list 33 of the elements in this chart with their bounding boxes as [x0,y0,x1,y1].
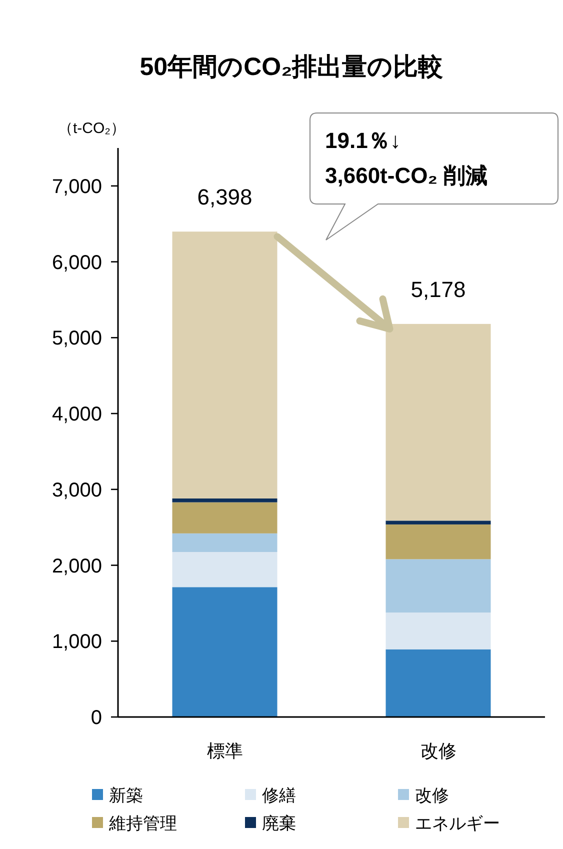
y-tick-label: 5,000 [52,328,102,350]
bar [386,649,491,717]
legend-label: 修繕 [262,786,296,805]
y-tick-label: 3,000 [52,479,102,502]
y-tick-label: 4,000 [52,404,102,426]
bar [386,324,491,521]
legend-label: 改修 [415,786,449,805]
total-label: 6,398 [197,184,252,210]
legend-label: 廃棄 [262,814,296,833]
y-tick-label: 6,000 [52,252,102,274]
y-axis-title: （t-CO₂） [58,120,126,137]
x-tick-label: 標準 [206,741,243,761]
total-label: 5,178 [410,276,466,302]
y-tick-label: 1,000 [52,631,102,654]
bar [172,232,278,499]
bar [172,498,278,502]
bar [386,520,491,524]
bar [386,612,491,650]
legend-label: 維持管理 [108,814,177,833]
legend-label: 新築 [109,786,143,805]
bar [172,533,278,552]
chart-title: 50年間のCO₂排出量の比較 [140,53,444,81]
bar [172,552,278,588]
bar [386,559,491,613]
annotation: 3,660t-CO₂ 削減 [325,163,488,188]
bar [172,587,278,717]
y-tick-label: 7,000 [52,176,102,198]
bar [386,524,491,560]
annotation: 19.1％↓ [325,128,401,153]
y-tick-label: 0 [90,707,102,729]
legend-label: エネルギー [415,814,500,833]
bar [172,502,278,534]
y-tick-label: 2,000 [52,555,102,578]
